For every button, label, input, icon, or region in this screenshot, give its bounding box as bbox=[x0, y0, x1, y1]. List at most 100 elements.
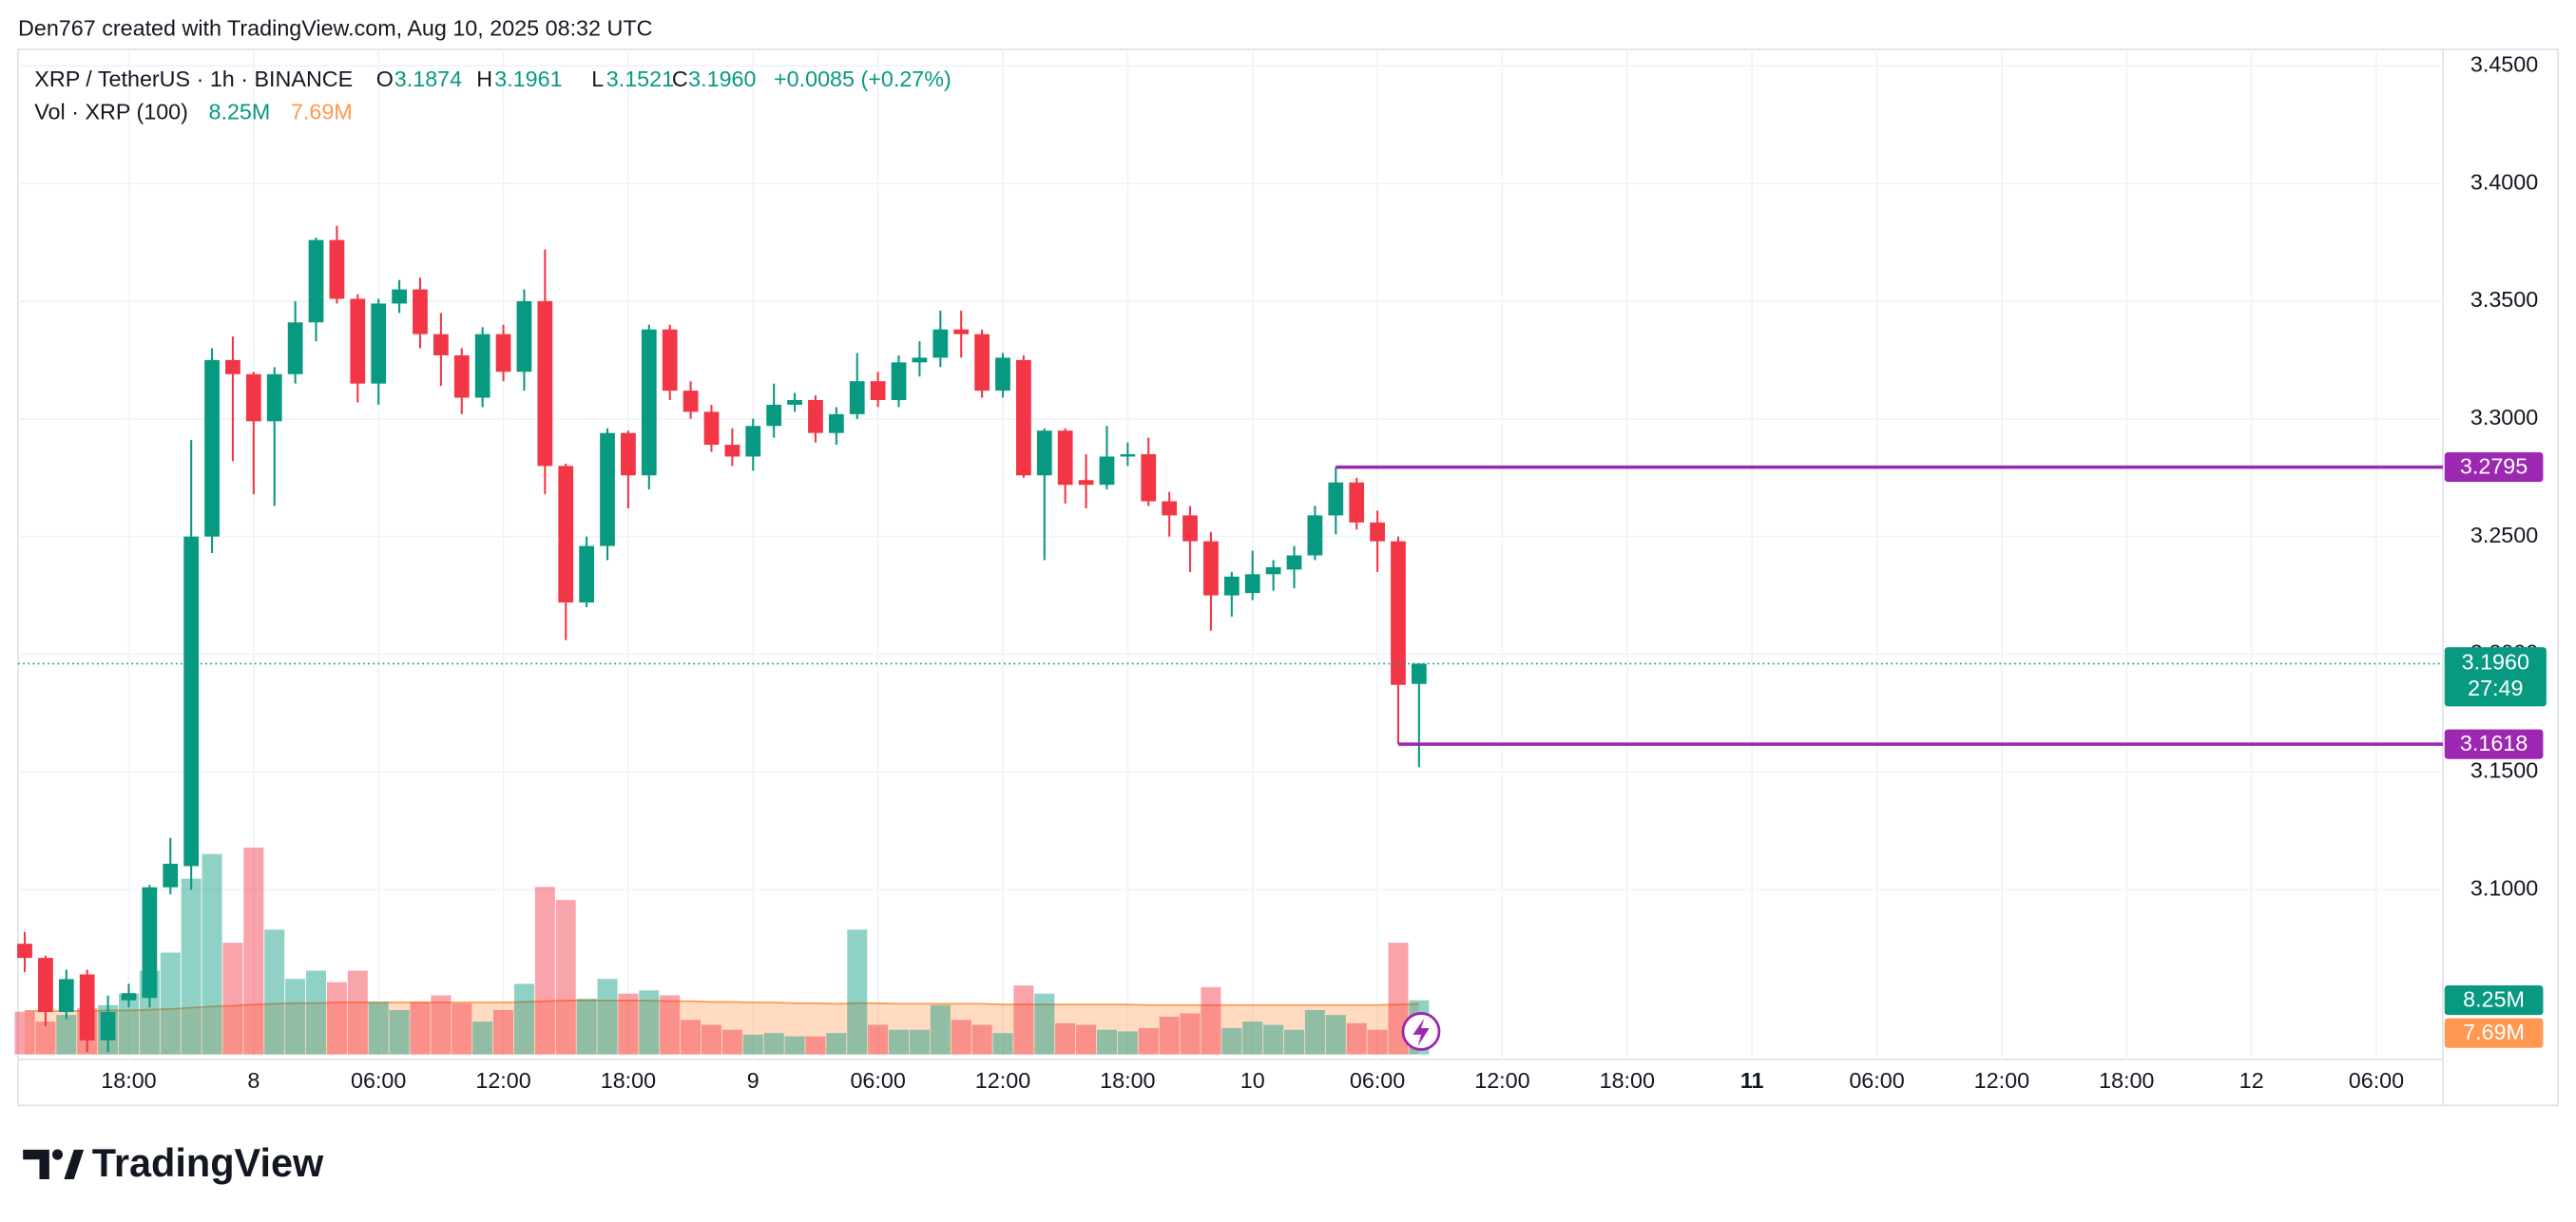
volume-bar bbox=[930, 1004, 951, 1055]
volume-bar bbox=[1138, 1027, 1159, 1055]
live-icon bbox=[1401, 1012, 1441, 1051]
y-tick-label: 3.3000 bbox=[2470, 405, 2538, 430]
x-tick-label: 06:00 bbox=[351, 1068, 406, 1093]
y-tick-label: 3.4500 bbox=[2470, 51, 2538, 76]
x-tick-label: 12:00 bbox=[1974, 1068, 2029, 1093]
legend-vol: 8.25M bbox=[208, 99, 270, 124]
candle-body bbox=[79, 974, 95, 1041]
volume-bar bbox=[222, 943, 243, 1055]
candle-body bbox=[1182, 515, 1198, 542]
legend-change: +0.0085 (+0.27%) bbox=[774, 67, 952, 91]
volume-bar bbox=[243, 847, 264, 1055]
legend-o: 3.1874 bbox=[394, 67, 462, 91]
volume-bar bbox=[555, 900, 576, 1055]
candle-body bbox=[1370, 522, 1385, 542]
candle-body bbox=[204, 359, 220, 537]
candle-body bbox=[1162, 501, 1178, 516]
last-price-box bbox=[2444, 647, 2547, 707]
y-tick-label: 3.2500 bbox=[2470, 523, 2538, 547]
volume-bar bbox=[1201, 986, 1221, 1055]
volume-bar bbox=[202, 853, 222, 1055]
legend-vol-ma: 7.69M bbox=[291, 99, 353, 124]
volume-bar bbox=[826, 1033, 847, 1055]
candle-body bbox=[38, 958, 53, 1013]
volume-bar bbox=[264, 929, 285, 1055]
candle-body bbox=[163, 863, 179, 888]
countdown: 27:49 bbox=[2468, 676, 2523, 700]
volume-bar bbox=[1221, 1027, 1242, 1055]
x-tick-label: 12 bbox=[2240, 1068, 2264, 1093]
volume-bar bbox=[1034, 993, 1055, 1055]
candle-body bbox=[1036, 430, 1052, 476]
candle-body bbox=[870, 381, 886, 401]
candle-body bbox=[350, 298, 366, 384]
volume-bar bbox=[660, 995, 681, 1055]
volume-bar bbox=[805, 1036, 826, 1055]
volume-bar bbox=[1367, 1029, 1388, 1055]
x-tick-label: 06:00 bbox=[850, 1068, 905, 1093]
x-tick-label: 06:00 bbox=[1350, 1068, 1405, 1093]
y-tick-label: 3.4000 bbox=[2470, 169, 2538, 194]
candle-body bbox=[183, 536, 200, 867]
candle-body bbox=[142, 887, 158, 999]
x-tick-label: 18:00 bbox=[1100, 1068, 1155, 1093]
volume-ma-area bbox=[25, 1000, 1419, 1055]
candle-body bbox=[474, 334, 490, 398]
volume-bar bbox=[472, 1022, 493, 1055]
candle-body bbox=[766, 404, 782, 427]
candle-body bbox=[433, 334, 449, 355]
candle-body bbox=[953, 329, 970, 334]
candle-body bbox=[245, 373, 261, 422]
candles bbox=[17, 225, 1427, 1053]
x-tick-label: 18:00 bbox=[2099, 1068, 2154, 1093]
candle-body bbox=[1078, 480, 1094, 486]
candle-body bbox=[849, 381, 865, 414]
candle-body bbox=[621, 432, 636, 476]
candle-body bbox=[413, 289, 428, 334]
volume-ma-line bbox=[25, 1000, 1419, 1012]
volume-bar bbox=[410, 1002, 431, 1055]
volume-bar bbox=[513, 983, 534, 1055]
price-tag-box bbox=[2444, 729, 2544, 759]
x-tick-label: 9 bbox=[747, 1068, 759, 1093]
candle-body bbox=[995, 357, 1010, 391]
candle-body bbox=[225, 359, 240, 374]
candle-body bbox=[516, 300, 532, 372]
candle-body bbox=[1265, 566, 1281, 575]
x-tick-label: 11 bbox=[1740, 1068, 1764, 1093]
volume-bar bbox=[992, 1033, 1013, 1055]
volume-bar bbox=[951, 1020, 971, 1055]
candle-body bbox=[308, 239, 324, 323]
volume-bar bbox=[971, 1024, 992, 1055]
volume-bar bbox=[1159, 1016, 1180, 1055]
candle-body bbox=[100, 1012, 116, 1041]
volume-bar bbox=[597, 979, 618, 1055]
volume-pane bbox=[14, 847, 1430, 1055]
price-tag: 3.1618 bbox=[2460, 731, 2528, 755]
x-tick-label: 18:00 bbox=[1600, 1068, 1655, 1093]
price-tag: 3.2795 bbox=[2460, 454, 2528, 479]
candle-body bbox=[1203, 541, 1219, 596]
candle-body bbox=[1391, 541, 1406, 685]
volume-bar bbox=[285, 979, 306, 1055]
last-price-label: 3.1960 bbox=[2462, 650, 2529, 675]
volume-tag: 7.69M bbox=[2463, 1020, 2525, 1044]
volume-bar bbox=[639, 990, 660, 1055]
legend-o-label: O bbox=[376, 67, 394, 91]
volume-bar bbox=[784, 1036, 805, 1055]
legend-c: 3.1960 bbox=[688, 67, 756, 91]
volume-bar bbox=[35, 1022, 56, 1055]
volume-bar bbox=[493, 1009, 514, 1055]
legend-c-label: C bbox=[672, 67, 688, 91]
volume-tag-box bbox=[2444, 1018, 2544, 1048]
volume-bar bbox=[742, 1034, 763, 1055]
candle-body bbox=[703, 411, 720, 446]
candle-body bbox=[1016, 359, 1031, 476]
volume-bar bbox=[618, 993, 639, 1055]
candle-body bbox=[266, 373, 282, 422]
x-tick-label: 06:00 bbox=[1849, 1068, 1904, 1093]
candle-body bbox=[121, 993, 137, 1001]
